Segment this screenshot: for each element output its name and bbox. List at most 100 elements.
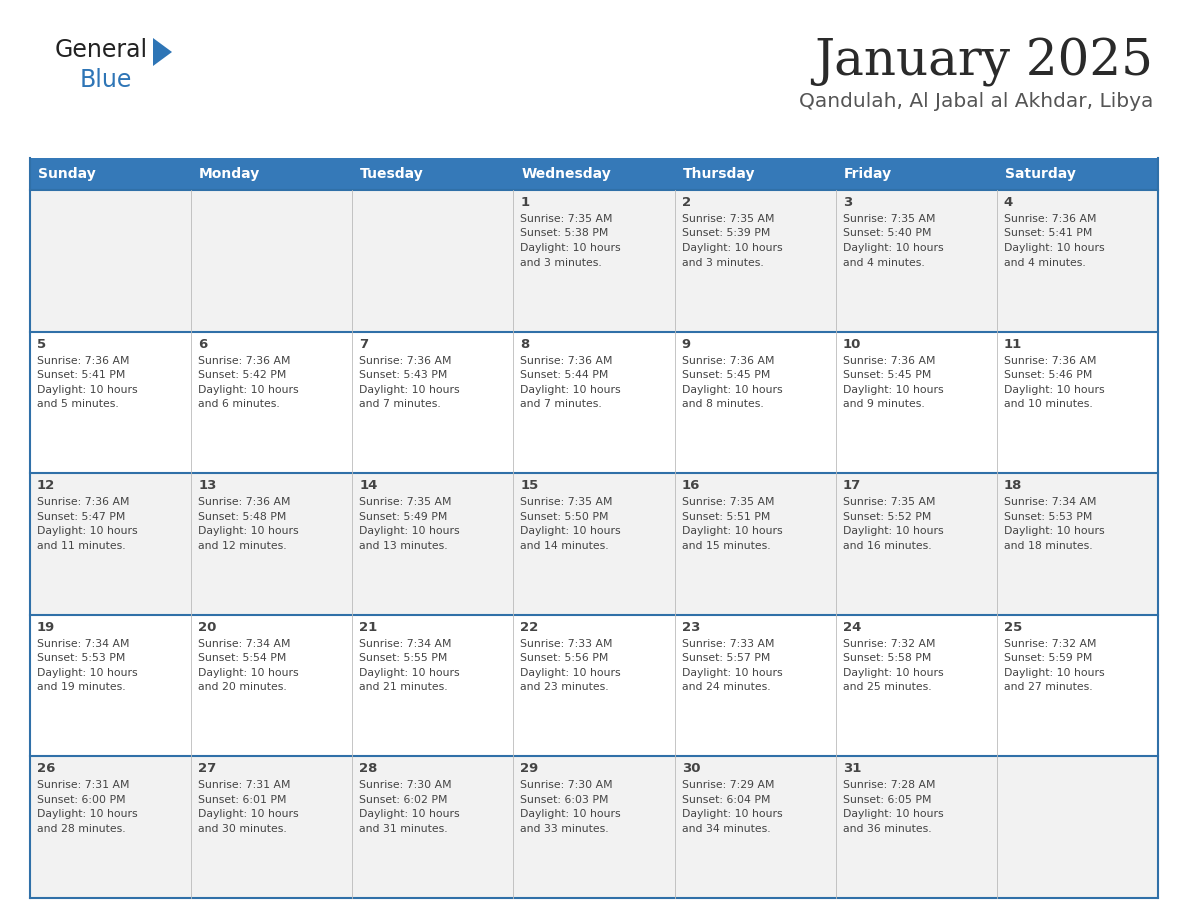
Text: Sunrise: 7:36 AM: Sunrise: 7:36 AM (37, 355, 129, 365)
Bar (835, 158, 997, 190)
Text: and 4 minutes.: and 4 minutes. (1004, 258, 1086, 267)
Text: Sunset: 5:53 PM: Sunset: 5:53 PM (37, 654, 126, 664)
Text: Saturday: Saturday (1005, 167, 1075, 181)
Text: 15: 15 (520, 479, 538, 492)
Text: Friday: Friday (843, 167, 892, 181)
Text: Daylight: 10 hours: Daylight: 10 hours (682, 667, 782, 677)
Text: 16: 16 (682, 479, 700, 492)
Text: 10: 10 (842, 338, 861, 351)
Bar (997, 190, 1158, 331)
Bar (30, 190, 191, 331)
Text: Wednesday: Wednesday (522, 167, 611, 181)
Text: Daylight: 10 hours: Daylight: 10 hours (1004, 526, 1105, 536)
Text: Sunrise: 7:34 AM: Sunrise: 7:34 AM (198, 639, 291, 649)
Text: 27: 27 (198, 763, 216, 776)
Text: Sunday: Sunday (38, 167, 96, 181)
Text: Sunset: 5:52 PM: Sunset: 5:52 PM (842, 511, 931, 521)
Text: and 9 minutes.: and 9 minutes. (842, 399, 924, 409)
Bar (191, 158, 353, 190)
Text: Sunrise: 7:35 AM: Sunrise: 7:35 AM (520, 498, 613, 508)
Text: Sunrise: 7:36 AM: Sunrise: 7:36 AM (198, 355, 291, 365)
Polygon shape (153, 38, 172, 66)
Text: Sunset: 5:45 PM: Sunset: 5:45 PM (682, 370, 770, 380)
Text: Daylight: 10 hours: Daylight: 10 hours (37, 385, 138, 395)
Text: and 28 minutes.: and 28 minutes. (37, 823, 126, 834)
Text: Sunset: 5:54 PM: Sunset: 5:54 PM (198, 654, 286, 664)
Text: Daylight: 10 hours: Daylight: 10 hours (198, 385, 298, 395)
Text: Sunset: 6:02 PM: Sunset: 6:02 PM (359, 795, 448, 805)
Text: Sunset: 5:44 PM: Sunset: 5:44 PM (520, 370, 608, 380)
Text: Sunset: 5:42 PM: Sunset: 5:42 PM (198, 370, 286, 380)
Text: and 3 minutes.: and 3 minutes. (520, 258, 602, 267)
Text: and 18 minutes.: and 18 minutes. (1004, 541, 1093, 551)
Text: Sunrise: 7:34 AM: Sunrise: 7:34 AM (359, 639, 451, 649)
Text: Daylight: 10 hours: Daylight: 10 hours (359, 810, 460, 820)
Text: and 21 minutes.: and 21 minutes. (359, 682, 448, 692)
Text: Daylight: 10 hours: Daylight: 10 hours (520, 243, 621, 253)
Text: Daylight: 10 hours: Daylight: 10 hours (359, 385, 460, 395)
Text: Sunset: 5:53 PM: Sunset: 5:53 PM (1004, 511, 1092, 521)
Bar (191, 331, 353, 473)
Text: Thursday: Thursday (683, 167, 756, 181)
Text: Sunset: 5:51 PM: Sunset: 5:51 PM (682, 511, 770, 521)
Text: Sunset: 5:59 PM: Sunset: 5:59 PM (1004, 654, 1092, 664)
Text: and 23 minutes.: and 23 minutes. (520, 682, 609, 692)
Text: Sunset: 5:46 PM: Sunset: 5:46 PM (1004, 370, 1092, 380)
Text: Daylight: 10 hours: Daylight: 10 hours (682, 526, 782, 536)
Text: Daylight: 10 hours: Daylight: 10 hours (359, 526, 460, 536)
Text: Sunrise: 7:36 AM: Sunrise: 7:36 AM (37, 498, 129, 508)
Bar (513, 615, 675, 756)
Text: Sunset: 5:50 PM: Sunset: 5:50 PM (520, 511, 609, 521)
Text: and 14 minutes.: and 14 minutes. (520, 541, 609, 551)
Text: Qandulah, Al Jabal al Akhdar, Libya: Qandulah, Al Jabal al Akhdar, Libya (798, 92, 1154, 111)
Bar (513, 190, 675, 331)
Text: Sunrise: 7:36 AM: Sunrise: 7:36 AM (520, 355, 613, 365)
Text: 12: 12 (37, 479, 56, 492)
Text: Sunrise: 7:28 AM: Sunrise: 7:28 AM (842, 780, 935, 790)
Text: Daylight: 10 hours: Daylight: 10 hours (1004, 667, 1105, 677)
Bar (513, 158, 675, 190)
Text: and 19 minutes.: and 19 minutes. (37, 682, 126, 692)
Text: Daylight: 10 hours: Daylight: 10 hours (37, 810, 138, 820)
Text: Sunrise: 7:34 AM: Sunrise: 7:34 AM (37, 639, 129, 649)
Text: Sunset: 6:04 PM: Sunset: 6:04 PM (682, 795, 770, 805)
Text: Sunrise: 7:35 AM: Sunrise: 7:35 AM (359, 498, 451, 508)
Bar (513, 756, 675, 898)
Text: Daylight: 10 hours: Daylight: 10 hours (682, 385, 782, 395)
Bar (835, 615, 997, 756)
Text: Daylight: 10 hours: Daylight: 10 hours (1004, 243, 1105, 253)
Text: Sunset: 5:43 PM: Sunset: 5:43 PM (359, 370, 448, 380)
Text: Daylight: 10 hours: Daylight: 10 hours (520, 385, 621, 395)
Text: 8: 8 (520, 338, 530, 351)
Text: 17: 17 (842, 479, 861, 492)
Text: Daylight: 10 hours: Daylight: 10 hours (842, 810, 943, 820)
Text: Sunset: 6:00 PM: Sunset: 6:00 PM (37, 795, 126, 805)
Bar (353, 331, 513, 473)
Text: Sunset: 5:48 PM: Sunset: 5:48 PM (198, 511, 286, 521)
Text: and 27 minutes.: and 27 minutes. (1004, 682, 1093, 692)
Bar (675, 756, 835, 898)
Text: Sunrise: 7:29 AM: Sunrise: 7:29 AM (682, 780, 775, 790)
Text: Daylight: 10 hours: Daylight: 10 hours (198, 810, 298, 820)
Text: Sunset: 5:45 PM: Sunset: 5:45 PM (842, 370, 931, 380)
Text: 20: 20 (198, 621, 216, 633)
Bar (30, 615, 191, 756)
Bar (191, 615, 353, 756)
Text: 13: 13 (198, 479, 216, 492)
Text: and 20 minutes.: and 20 minutes. (198, 682, 286, 692)
Text: 24: 24 (842, 621, 861, 633)
Bar (191, 756, 353, 898)
Text: 11: 11 (1004, 338, 1022, 351)
Text: Daylight: 10 hours: Daylight: 10 hours (1004, 385, 1105, 395)
Text: Sunset: 5:40 PM: Sunset: 5:40 PM (842, 229, 931, 239)
Bar (191, 473, 353, 615)
Bar (513, 473, 675, 615)
Bar (997, 331, 1158, 473)
Text: 1: 1 (520, 196, 530, 209)
Text: 5: 5 (37, 338, 46, 351)
Text: 21: 21 (359, 621, 378, 633)
Text: and 36 minutes.: and 36 minutes. (842, 823, 931, 834)
Text: Sunrise: 7:36 AM: Sunrise: 7:36 AM (842, 355, 935, 365)
Text: Sunrise: 7:36 AM: Sunrise: 7:36 AM (198, 498, 291, 508)
Text: and 31 minutes.: and 31 minutes. (359, 823, 448, 834)
